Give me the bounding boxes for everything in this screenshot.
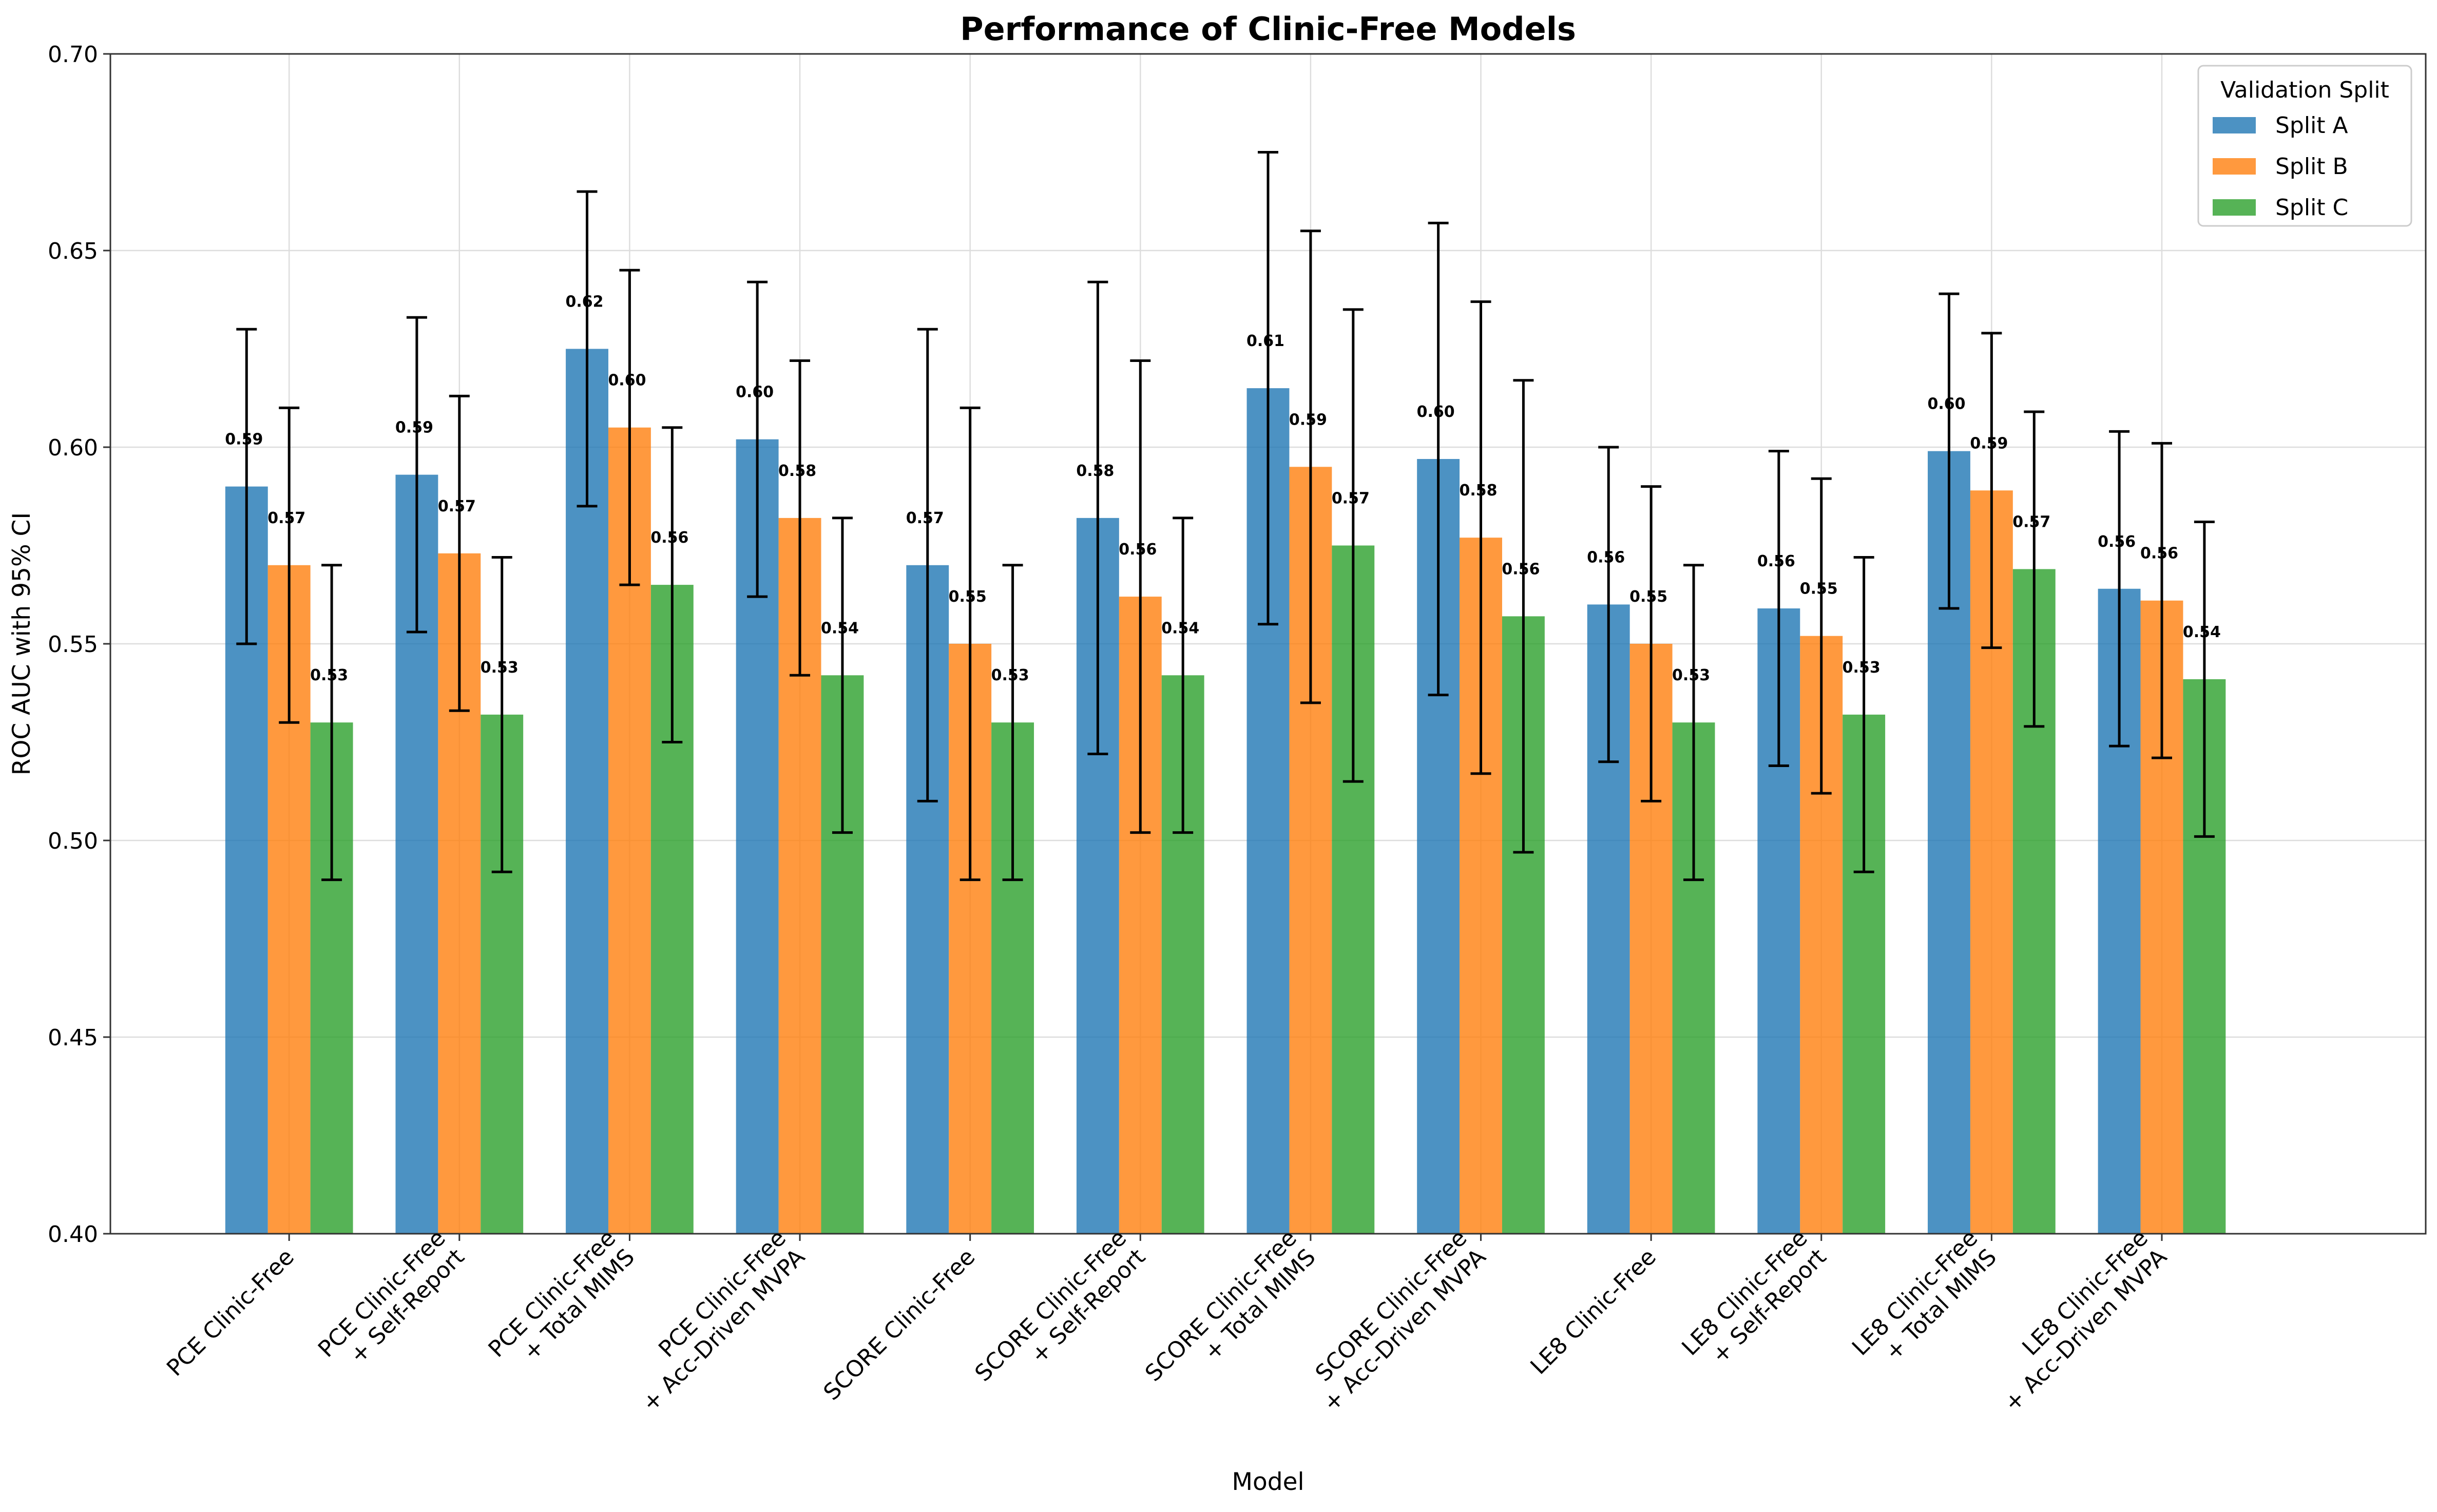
legend-swatch [2213,158,2256,175]
data-label: 0.58 [1076,462,1114,480]
data-label: 0.56 [1119,541,1157,559]
data-label: 0.56 [2098,533,2136,551]
data-label: 0.54 [1161,619,1199,637]
data-label: 0.57 [267,509,305,527]
data-label: 0.58 [1460,482,1498,500]
legend-swatch [2213,199,2256,216]
data-label: 0.53 [1672,666,1710,684]
data-label: 0.59 [225,431,263,449]
data-label: 0.54 [821,619,859,637]
data-label: 0.60 [1927,395,1965,413]
legend-label: Split C [2275,195,2348,221]
data-label: 0.62 [566,293,604,311]
data-label: 0.59 [1970,434,2008,452]
y-axis-label: ROC AUC with 95% CI [8,512,36,775]
y-tick-label: 0.65 [48,238,98,264]
legend-title: Validation Split [2220,77,2389,103]
data-label: 0.53 [991,666,1029,684]
data-label: 0.55 [1629,588,1667,606]
data-label: 0.57 [2012,513,2050,531]
data-label: 0.59 [1289,411,1327,429]
data-label: 0.57 [1332,490,1370,508]
legend-label: Split A [2275,112,2348,139]
data-label: 0.54 [2183,623,2221,641]
data-label: 0.57 [906,509,944,527]
y-tick-label: 0.70 [48,42,98,68]
data-label: 0.53 [310,666,348,684]
data-label: 0.57 [438,497,476,515]
data-label: 0.60 [608,372,646,390]
chart-title: Performance of Clinic-Free Models [960,10,1576,48]
data-label: 0.56 [1757,552,1795,570]
x-axis-label: Model [1232,1468,1304,1496]
data-label: 0.60 [1417,403,1455,421]
data-label: 0.53 [481,659,519,677]
y-tick-label: 0.40 [48,1221,98,1248]
y-tick-label: 0.55 [48,631,98,658]
y-tick-label: 0.50 [48,828,98,854]
legend-box [2197,65,2412,227]
data-label: 0.60 [736,384,774,401]
data-label: 0.55 [949,588,987,606]
legend-swatch [2213,117,2256,133]
data-label: 0.58 [778,462,816,480]
y-tick-label: 0.45 [48,1025,98,1051]
data-label: 0.55 [1800,580,1838,598]
data-label: 0.59 [395,419,433,437]
data-label: 0.56 [650,529,688,547]
data-label: 0.56 [1587,548,1625,566]
data-label: 0.53 [1843,659,1880,677]
data-label: 0.56 [2140,545,2178,563]
legend: Validation Split Split A Split B Split C [2197,65,2412,227]
y-tick-label: 0.60 [48,435,98,461]
data-label: 0.61 [1246,332,1284,350]
legend-label: Split B [2275,154,2348,180]
data-label: 0.56 [1502,560,1540,578]
